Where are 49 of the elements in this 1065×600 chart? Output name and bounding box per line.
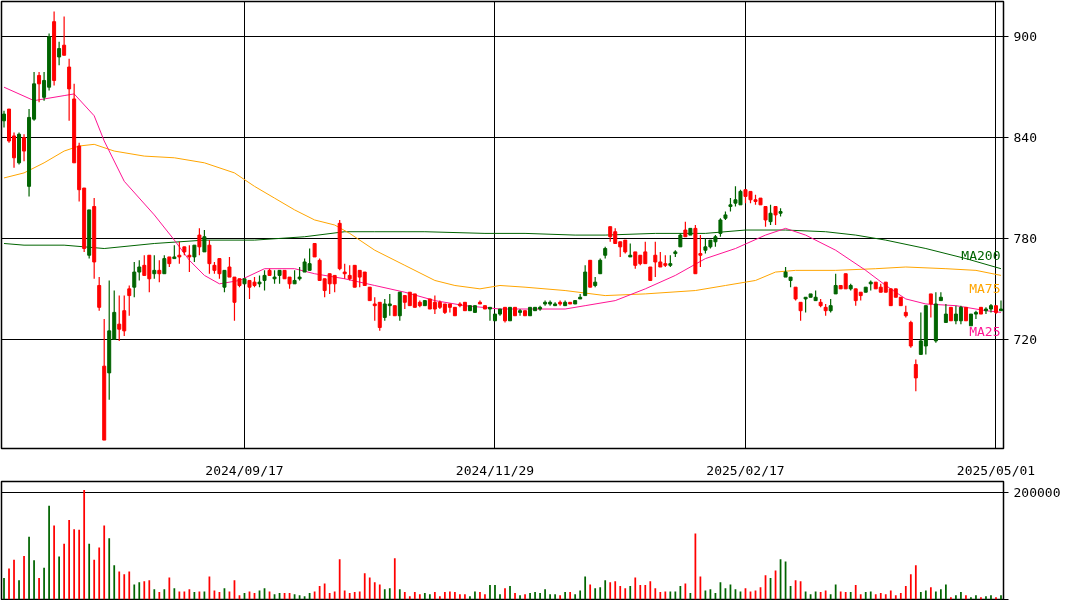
x-tick-label: 2025/02/17: [706, 462, 785, 478]
candlestick: [798, 301, 803, 322]
candlestick: [928, 293, 933, 319]
y-tick-label: 840: [1013, 130, 1037, 146]
candlestick: [132, 261, 137, 298]
candlestick: [943, 303, 948, 324]
candlestick: [2, 110, 7, 129]
candlestick: [773, 205, 778, 226]
candlestick: [207, 239, 212, 275]
candlestick: [127, 284, 132, 317]
candlestick: [998, 300, 1003, 312]
candlestick: [117, 294, 122, 342]
x-tick-label: 2024/11/29: [455, 462, 535, 478]
candlestick: [913, 358, 918, 392]
candlestick: [908, 320, 913, 349]
candlestick: [387, 293, 392, 317]
x-tick-label: 2025/05/01: [956, 462, 1036, 478]
candlestick: [22, 133, 27, 162]
y-tick-label: 780: [1013, 230, 1037, 246]
y-tick-label: 720: [1013, 331, 1037, 347]
candlestick: [958, 305, 963, 325]
y-tick-label: 200000: [1013, 484, 1061, 500]
candlestick: [162, 254, 167, 275]
candlestick: [197, 227, 202, 256]
line-series: [3, 86, 1002, 313]
candlestick: [518, 308, 523, 317]
candlestick: [583, 264, 588, 297]
candlestick: [938, 291, 943, 302]
candlestick: [62, 16, 67, 56]
candlestick: [187, 244, 192, 273]
candlestick: [142, 254, 147, 277]
y-tick-label: 900: [1013, 29, 1037, 45]
candlestick: [97, 276, 102, 312]
candlestick: [67, 58, 72, 122]
candlestick: [768, 204, 773, 226]
candlestick: [57, 41, 62, 66]
line-series: [3, 143, 1002, 297]
candlestick: [177, 241, 182, 265]
candlestick: [763, 205, 768, 228]
candlestick: [397, 291, 402, 322]
candlestick: [833, 273, 838, 295]
candlestick: [653, 241, 658, 278]
candlestick: [262, 269, 267, 292]
candlestick: [152, 254, 157, 280]
candlestick: [222, 269, 227, 293]
candlestick: [37, 71, 42, 103]
candlestick: [157, 259, 162, 283]
x-tick-label: 2024/09/17: [205, 462, 284, 478]
candlestick: [487, 306, 492, 322]
